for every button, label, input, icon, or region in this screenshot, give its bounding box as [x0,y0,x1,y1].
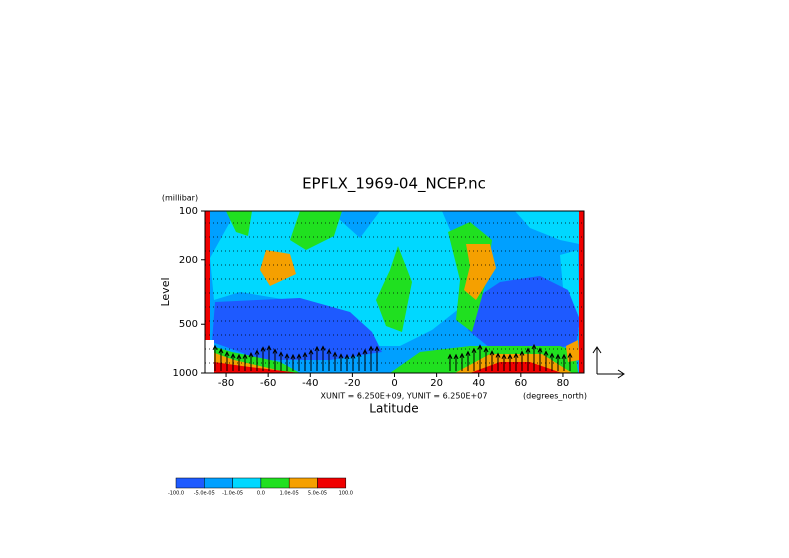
x-tick-label: 60 [514,378,527,389]
vector-head [374,345,380,352]
vector-head [495,352,501,358]
contour-region [464,244,496,300]
vector-head [350,353,356,359]
vector-head [308,349,314,355]
vector-head [212,344,218,351]
vectors [212,343,573,371]
colorbar-box [232,477,262,489]
colorbar-label: 1.0e-05 [280,491,299,497]
x-tick-label: -80 [218,378,234,389]
vector-head [254,349,260,355]
contour-region [260,250,296,286]
vector-head [242,353,248,359]
y-unit: (millibar) [162,194,198,203]
vector-head [465,350,471,357]
vector-head [477,344,483,350]
colorbar-box [288,477,318,489]
vector-head [338,353,344,359]
contour-region [212,298,382,360]
vector-head [519,350,525,356]
vector-head [513,352,519,358]
x-unit: (degrees_north) [523,392,587,401]
vector-key [592,346,625,379]
vector-head [501,353,507,360]
vector-head [302,351,308,358]
contour-region [579,211,584,373]
colorbar-label: -5.0e-05 [194,491,215,497]
vector-head [248,351,254,358]
contour-region [214,362,300,373]
x-axis-label: Latitude [369,402,418,416]
vector-head [356,351,362,357]
colorbar-box [260,477,290,489]
x-tick-label: -40 [302,378,318,389]
x-tick-label: -20 [344,378,360,389]
vector-head [284,353,290,359]
vector-head [218,348,224,354]
contour-region [515,211,584,245]
vector-head [561,353,567,360]
x-tick-label: 20 [430,378,443,389]
missing-region [205,340,214,373]
vector-head [368,345,374,351]
colorbar-label: 100.0 [339,491,353,497]
x-tick-label: -60 [260,378,276,389]
contour-region [290,211,342,250]
contour-region [205,211,210,373]
vector-head [320,345,326,351]
vector-head [483,346,489,353]
colorbar-box [175,477,205,489]
vector-head [236,353,242,360]
vector-head [555,353,561,360]
vector-head [507,353,513,360]
vector-head [525,347,531,353]
vector-head [314,345,320,352]
colorbar: -100.0 -5.0e-05 -1.0e-05 0.0 1.0e-05 5.0e-05 1… [168,477,353,497]
x-tick-label: 40 [472,378,485,389]
vector-head [362,348,368,355]
vector-head [531,343,537,350]
y-tick-label: 500 [179,319,198,330]
vector-head [266,345,272,351]
y-axis-label: Level [159,277,172,306]
vector-head [224,350,230,357]
vector-head [453,353,459,360]
contour-region [226,211,252,236]
colorbar-label: 5.0e-05 [308,491,327,497]
contour-fill [205,211,584,373]
colorbar-label: -100.0 [168,491,184,497]
vector-head [332,351,338,357]
vector-head [230,352,236,359]
vector-head [326,348,332,355]
vector-head [489,350,495,356]
chart-title: EPFLX_1969-04_NCEP.nc [302,175,486,194]
vector-head [549,352,555,358]
vector-head [290,353,296,360]
colorbar-label: 0.0 [257,491,265,497]
vector-head [567,352,573,358]
vector-scale: XUNIT = 6.250E+09, YUNIT = 6.250E+07 [321,392,488,401]
vector-head [272,348,278,354]
x-tick-label: 0 [391,378,397,389]
vector-head [344,353,350,360]
vector-head [471,347,477,354]
x-tick-label: 80 [557,378,570,389]
contour-region [468,276,580,350]
vector-head [260,346,266,352]
y-tick-label: 200 [179,255,198,266]
vector-head [278,351,284,357]
vector-head [296,353,302,359]
vector-head [459,352,465,359]
contour-region [376,246,412,332]
y-tick-label: 100 [179,206,198,217]
colorbar-label: -1.0e-05 [222,491,243,497]
y-tick-label: 1000 [173,368,198,379]
vector-head [447,353,453,359]
vector-head [543,350,549,356]
colorbar-box [317,477,347,489]
colorbar-box [204,477,233,489]
vector-head [537,347,543,353]
